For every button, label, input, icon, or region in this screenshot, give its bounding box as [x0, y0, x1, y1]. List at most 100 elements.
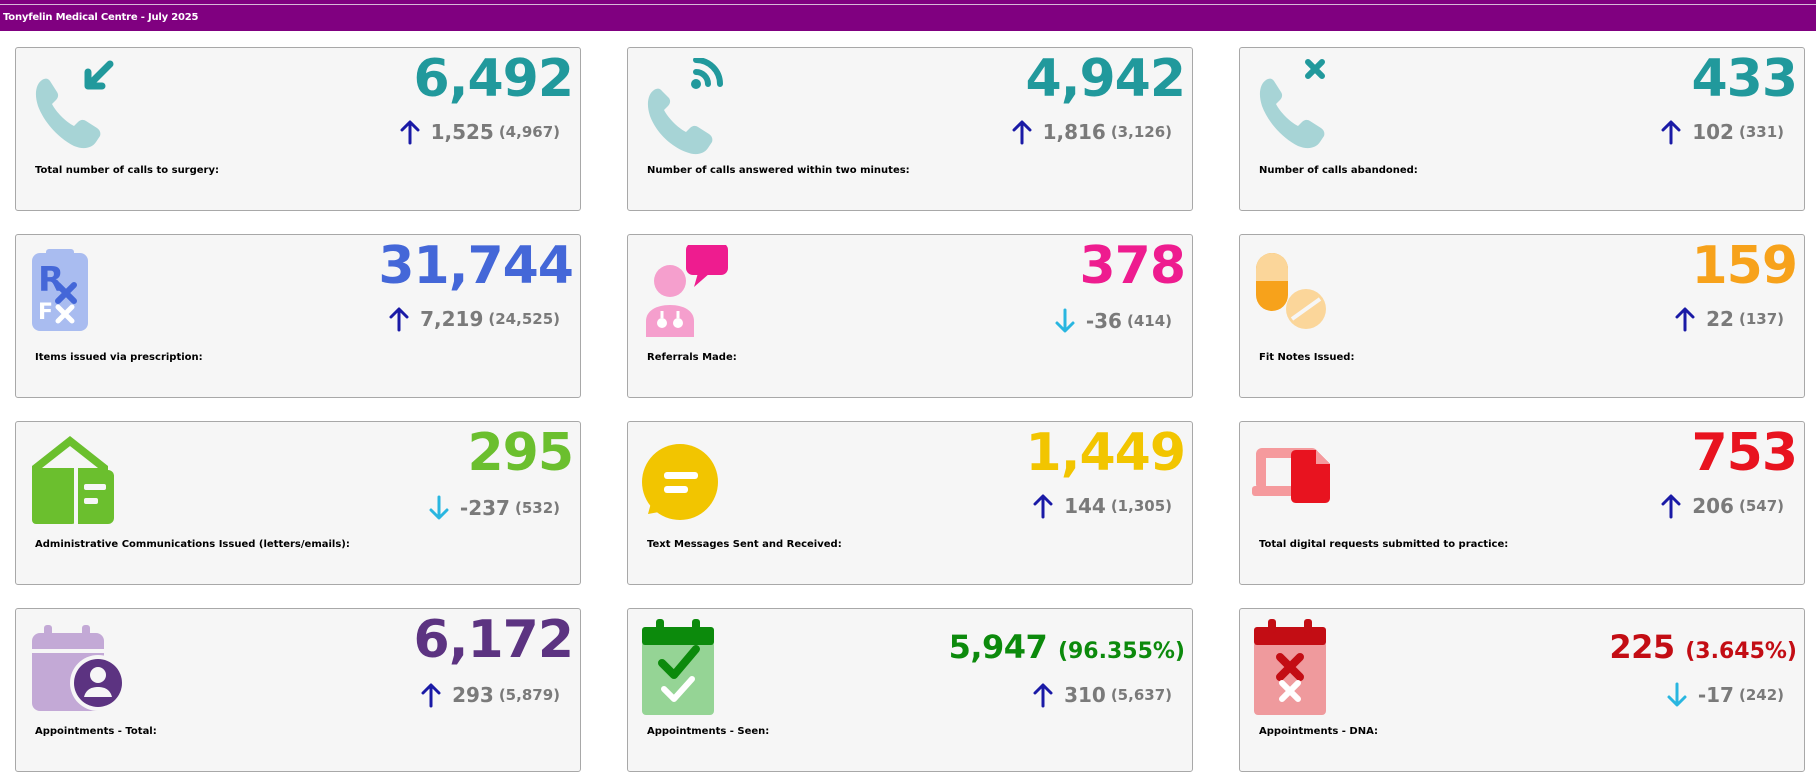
arrow-down-icon: [1054, 308, 1076, 334]
kpi-delta: 7,219: [420, 307, 484, 331]
kpi-delta: 293: [452, 683, 494, 707]
kpi-label: Fit Notes Issued:: [1259, 352, 1355, 363]
kpi-change: 102 (331): [1660, 119, 1784, 145]
kpi-label: Total digital requests submitted to prac…: [1259, 539, 1509, 550]
kpi-value: 4,942: [1025, 49, 1186, 109]
calendar-check-icon: [640, 619, 740, 719]
kpi-card-total-calls: 6,492 1,525 (4,967) Total number of call…: [15, 47, 581, 211]
kpi-delta: 1,525: [430, 120, 494, 144]
kpi-value: 6,492: [413, 49, 574, 109]
kpi-label: Items issued via prescription:: [35, 352, 203, 363]
kpi-label: Administrative Communications Issued (le…: [35, 539, 350, 550]
kpi-value: 5,947 (96.355%): [948, 628, 1185, 666]
kpi-card-admin-comms: 295 -237 (532) Administrative Communicat…: [15, 421, 581, 585]
kpi-card-appointments-dna: 225 (3.645%) -17 (242) Appointments - DN…: [1239, 608, 1805, 772]
kpi-previous: (24,525): [488, 310, 560, 328]
kpi-delta: 206: [1692, 494, 1734, 518]
kpi-card-calls-abandoned: 433 102 (331) Number of calls abandoned:: [1239, 47, 1805, 211]
svg-text:R: R: [38, 260, 64, 300]
arrow-down-icon: [428, 495, 450, 521]
svg-text:F: F: [38, 300, 53, 325]
header-bar: Tonyfelin Medical Centre - July 2025: [0, 0, 1816, 31]
arrow-up-icon: [1660, 119, 1682, 145]
kpi-change: 206 (547): [1660, 493, 1784, 519]
kpi-previous: (4,967): [498, 123, 560, 141]
kpi-delta: -17: [1697, 683, 1734, 707]
kpi-percentage: (96.355%): [1057, 639, 1185, 664]
kpi-change: 7,219 (24,525): [388, 306, 560, 332]
arrow-up-icon: [420, 682, 442, 708]
kpi-previous: (331): [1738, 123, 1784, 141]
kpi-percentage: (3.645%): [1685, 639, 1797, 664]
kpi-previous: (3,126): [1110, 123, 1172, 141]
arrow-up-icon: [1660, 493, 1682, 519]
kpi-card-prescriptions: R F 31,744 7,219 (24,525) Items issued v…: [15, 234, 581, 398]
kpi-label: Appointments - Total:: [35, 726, 157, 737]
digital-request-icon: [1252, 432, 1352, 532]
page-title: Tonyfelin Medical Centre - July 2025: [3, 12, 199, 23]
calendar-cross-icon: [1252, 619, 1352, 719]
kpi-label: Appointments - DNA:: [1259, 726, 1379, 737]
kpi-label: Total number of calls to surgery:: [35, 165, 220, 176]
kpi-previous: (414): [1126, 312, 1172, 330]
arrow-up-icon: [1032, 493, 1054, 519]
arrow-up-icon: [1032, 682, 1054, 708]
kpi-change: 144 (1,305): [1032, 493, 1172, 519]
doctor-chat-icon: [640, 245, 740, 345]
kpi-delta: 22: [1706, 307, 1734, 331]
kpi-label: Number of calls abandoned:: [1259, 165, 1418, 176]
kpi-change: 1,816 (3,126): [1011, 119, 1172, 145]
prescription-icon: R F: [28, 245, 128, 345]
kpi-label: Referrals Made:: [647, 352, 737, 363]
arrow-up-icon: [388, 306, 410, 332]
kpi-previous: (1,305): [1110, 497, 1172, 515]
kpi-delta: -237: [459, 496, 510, 520]
kpi-delta: 1,816: [1042, 120, 1106, 144]
kpi-change: 1,525 (4,967): [399, 119, 560, 145]
kpi-delta: -36: [1085, 309, 1122, 333]
kpi-previous: (5,879): [498, 686, 560, 704]
kpi-previous: (137): [1738, 310, 1784, 328]
arrow-down-icon: [1666, 682, 1688, 708]
kpi-change: 22 (137): [1674, 306, 1784, 332]
phone-missed-icon: [1252, 58, 1352, 158]
chat-bubble-icon: [640, 432, 740, 532]
arrow-up-icon: [399, 119, 421, 145]
kpi-label: Text Messages Sent and Received:: [647, 539, 842, 550]
kpi-value: 225 (3.645%): [1609, 628, 1797, 666]
kpi-change: -237 (532): [428, 495, 560, 521]
kpi-value: 295: [467, 423, 574, 483]
arrow-up-icon: [1674, 306, 1696, 332]
kpi-value: 378: [1079, 236, 1186, 296]
phone-ringing-icon: [640, 58, 740, 158]
kpi-card-appointments-total: 6,172 293 (5,879) Appointments - Total:: [15, 608, 581, 772]
kpi-value: 753: [1691, 423, 1798, 483]
kpi-card-referrals: 378 -36 (414) Referrals Made:: [627, 234, 1193, 398]
kpi-change: -17 (242): [1666, 682, 1784, 708]
pills-icon: [1252, 245, 1352, 345]
kpi-value: 31,744: [378, 236, 574, 296]
kpi-delta: 310: [1064, 683, 1106, 707]
kpi-previous: (547): [1738, 497, 1784, 515]
kpi-card-digital-requests: 753 206 (547) Total digital requests sub…: [1239, 421, 1805, 585]
kpi-value: 6,172: [413, 610, 574, 670]
mail-house-icon: [28, 432, 128, 532]
kpi-previous: (242): [1738, 686, 1784, 704]
kpi-previous: (5,637): [1110, 686, 1172, 704]
calendar-person-icon: [28, 619, 128, 719]
kpi-card-calls-answered: 4,942 1,816 (3,126) Number of calls answ…: [627, 47, 1193, 211]
kpi-card-appointments-seen: 5,947 (96.355%) 310 (5,637) Appointments…: [627, 608, 1193, 772]
kpi-change: 293 (5,879): [420, 682, 560, 708]
kpi-previous: (532): [514, 499, 560, 517]
kpi-label: Number of calls answered within two minu…: [647, 165, 910, 176]
kpi-value: 159: [1691, 236, 1798, 296]
kpi-delta: 102: [1692, 120, 1734, 144]
kpi-value: 433: [1691, 49, 1798, 109]
phone-incoming-icon: [28, 58, 128, 158]
kpi-delta: 144: [1064, 494, 1106, 518]
kpi-change: -36 (414): [1054, 308, 1172, 334]
kpi-value: 1,449: [1025, 423, 1186, 483]
kpi-card-text-messages: 1,449 144 (1,305) Text Messages Sent and…: [627, 421, 1193, 585]
arrow-up-icon: [1011, 119, 1033, 145]
kpi-card-fit-notes: 159 22 (137) Fit Notes Issued:: [1239, 234, 1805, 398]
